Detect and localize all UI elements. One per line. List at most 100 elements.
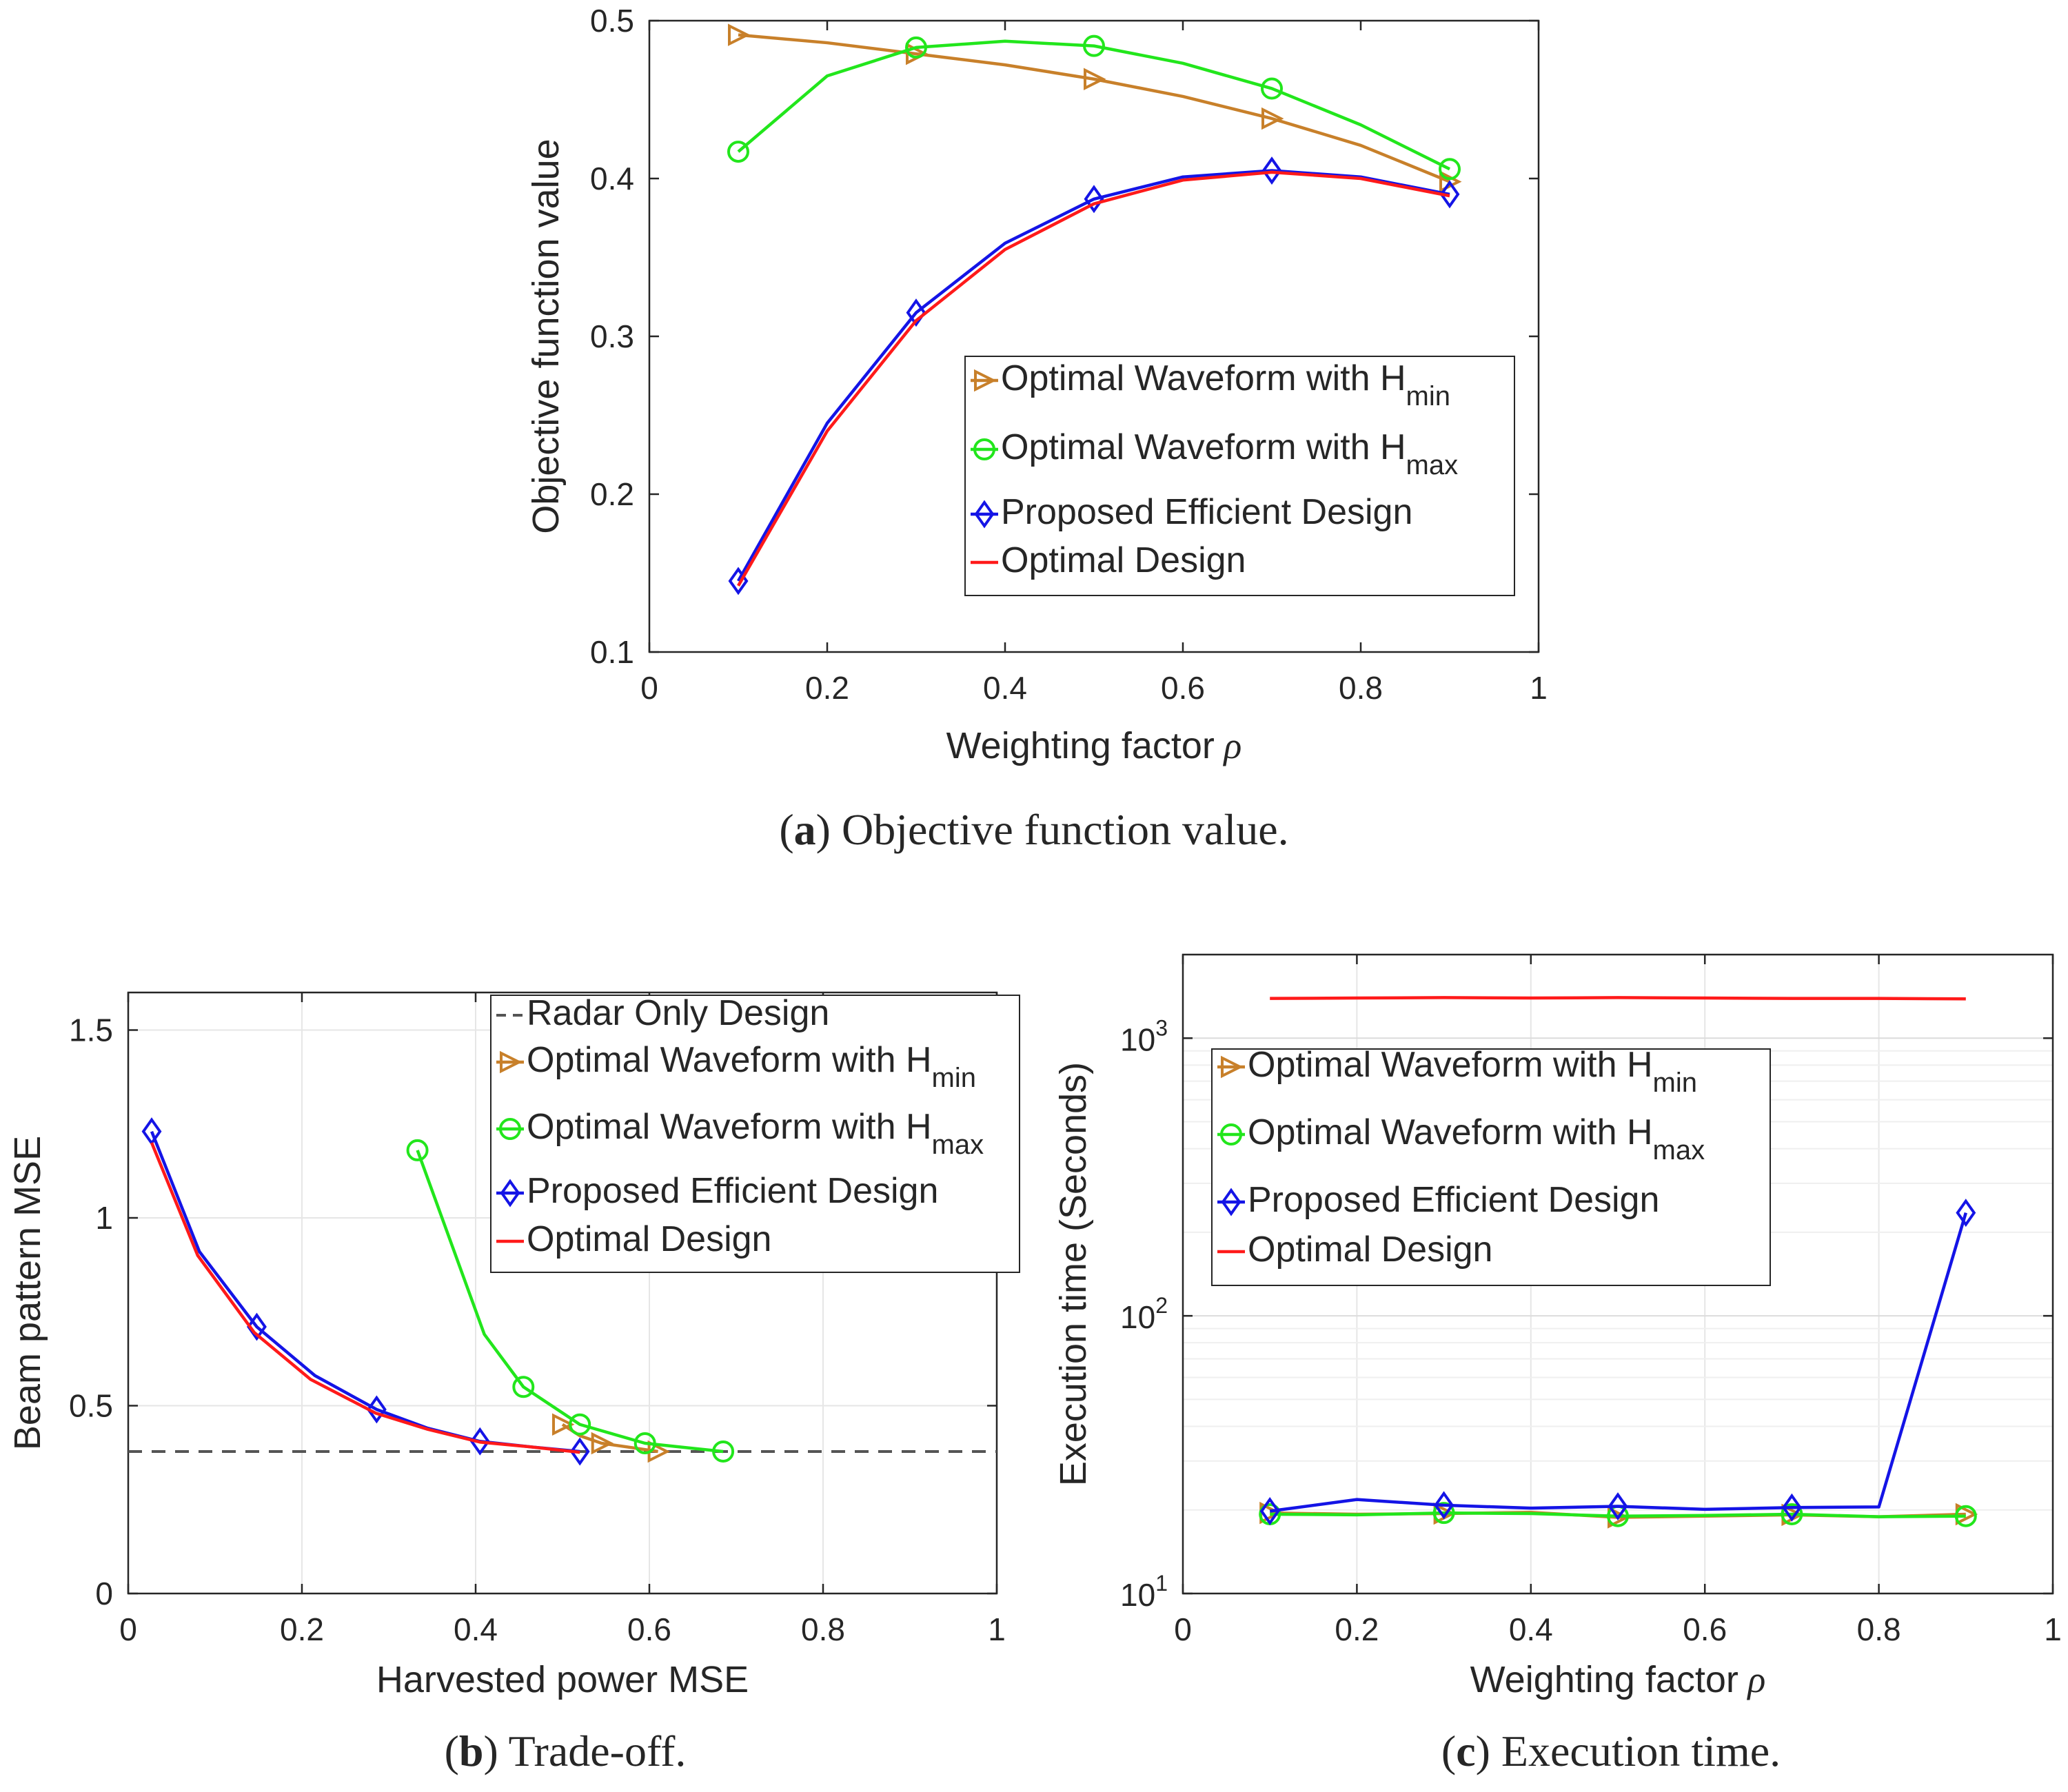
caption-paren: ): [1476, 1727, 1490, 1775]
data-point-hmax: [1083, 34, 1105, 57]
x-tick-label: 0.6: [1683, 1611, 1727, 1647]
x-axis-label: Weighting factor ρ: [1470, 1659, 1766, 1700]
data-point-hmax: [727, 141, 749, 163]
data-point-hmin: [1084, 68, 1106, 90]
series-optimal: [150, 1142, 580, 1454]
y-axis-label: Objective function value: [525, 139, 567, 533]
data-point-hmax: [1261, 77, 1283, 100]
data-point-proposed: [1084, 185, 1104, 214]
legend-marker-hmax: [499, 1118, 521, 1140]
data-point-proposed: [469, 1427, 490, 1456]
x-axis-label: Weighting factor ρ: [946, 725, 1242, 766]
caption: (a) Objective function value.: [779, 805, 1288, 854]
data-point-proposed: [1956, 1199, 1976, 1228]
caption-paren: (: [1441, 1727, 1456, 1775]
data-point-hmin: [1261, 107, 1284, 130]
legend-label-optimal: Optimal Design: [527, 1219, 771, 1259]
data-point-proposed: [247, 1312, 267, 1341]
legend-subscript: min: [1406, 381, 1450, 411]
x-tick-label: 0: [119, 1611, 137, 1647]
series-optimal: [737, 170, 1450, 587]
panel-a: 0 0.2 0.4 0.6 0.8 1 0.1 0.2 0.3 0.4 0.5 Weighting f…: [525, 3, 1548, 854]
data-point-hmax: [905, 36, 927, 59]
data-point-proposed: [1608, 1492, 1628, 1521]
series-proposed: [1259, 1199, 1976, 1525]
legend-label-optimal: Optimal Design: [1248, 1230, 1492, 1270]
legend-box: [1211, 1048, 1771, 1286]
data-point-hmin: [1439, 170, 1462, 193]
data-point-proposed: [1439, 180, 1460, 209]
y-tick-label: 0.4: [590, 161, 634, 196]
legend-label-proposed: Proposed Efficient Design: [527, 1171, 938, 1211]
y-tick-label: 102: [1120, 1293, 1168, 1335]
data-point-hmin: [552, 1413, 575, 1436]
y-tick-exponent: 1: [1155, 1571, 1168, 1596]
y-tick-exponent: 2: [1155, 1293, 1168, 1318]
x-tick-label: 0.8: [1339, 670, 1383, 706]
x-tick-label: 1: [988, 1611, 1006, 1647]
caption-paren: ): [816, 805, 831, 854]
data-point-proposed: [1434, 1491, 1454, 1520]
x-tick-label: 0.8: [1857, 1611, 1901, 1647]
data-point-hmax: [712, 1440, 735, 1463]
caption: (b) Trade-off.: [445, 1727, 687, 1775]
axes-box: [1182, 953, 2054, 1595]
y-tick-label: 0.3: [590, 318, 634, 354]
y-tick-label: 0.5: [590, 3, 634, 39]
y-tick-exponent: 3: [1155, 1015, 1168, 1040]
data-point-hmax: [1781, 1503, 1803, 1525]
legend-marker-hmin: [500, 1050, 523, 1074]
y-tick-label: 0.1: [590, 634, 634, 670]
legend-marker-proposed: [974, 500, 995, 529]
caption-paren: (: [445, 1727, 459, 1775]
data-point-hmax: [569, 1413, 591, 1436]
y-axis-label: Execution time (Seconds): [1053, 1062, 1094, 1486]
legend-label-proposed: Proposed Efficient Design: [1001, 492, 1412, 532]
legend-marker-proposed: [1221, 1188, 1241, 1216]
x-axis-symbol: ρ: [1215, 725, 1241, 766]
data-point-hmax: [1439, 158, 1461, 181]
series-line-proposed: [737, 169, 1450, 582]
caption-paren: (: [779, 805, 793, 854]
data-point-proposed: [906, 298, 926, 327]
caption-letter: a: [794, 805, 816, 854]
legend-subscript: max: [1406, 450, 1459, 480]
legend-box: [964, 356, 1515, 596]
data-point-proposed: [1261, 156, 1282, 185]
data-point-proposed: [1781, 1493, 1802, 1522]
x-tick-label: 0: [640, 670, 658, 706]
caption-text: Execution time.: [1490, 1727, 1781, 1775]
data-point-hmax: [1432, 1502, 1455, 1525]
x-tick-label: 0.8: [801, 1611, 845, 1647]
legend-subscript: max: [932, 1130, 984, 1160]
panel-b: 0 0.2 0.4 0.6 0.8 1 0 0.5 1 1.5 Harvested power MS…: [7, 991, 1020, 1775]
data-point-proposed: [366, 1395, 387, 1424]
data-point-proposed: [1259, 1497, 1280, 1525]
legend-marker-hmax: [973, 438, 995, 460]
data-point-hmin: [591, 1432, 614, 1455]
x-tick-label: 0.2: [1335, 1611, 1379, 1647]
series-line-hmax: [416, 1150, 724, 1454]
x-tick-label: 1: [2044, 1611, 2062, 1647]
y-tick-label: 0: [95, 1576, 113, 1611]
x-tick-label: 0: [1174, 1611, 1192, 1647]
y-tick-label: 0.2: [590, 476, 634, 512]
data-point-hmax: [1954, 1505, 1977, 1527]
legend-marker-hmin: [1221, 1055, 1244, 1079]
x-tick-label: 0.4: [983, 670, 1027, 706]
caption-paren: ): [484, 1727, 498, 1775]
data-point-hmin: [728, 23, 751, 46]
legend-marker-proposed: [500, 1179, 520, 1208]
series-line-hmin: [738, 33, 1450, 183]
legend-label-radar: Radar Only Design: [527, 993, 829, 1033]
x-tick-label: 0.4: [454, 1611, 498, 1647]
y-tick-label: 1: [95, 1200, 113, 1236]
y-tick-label: 1.5: [69, 1012, 113, 1048]
x-axis-label: Harvested power MSE: [376, 1659, 749, 1700]
caption-letter: b: [459, 1727, 484, 1775]
